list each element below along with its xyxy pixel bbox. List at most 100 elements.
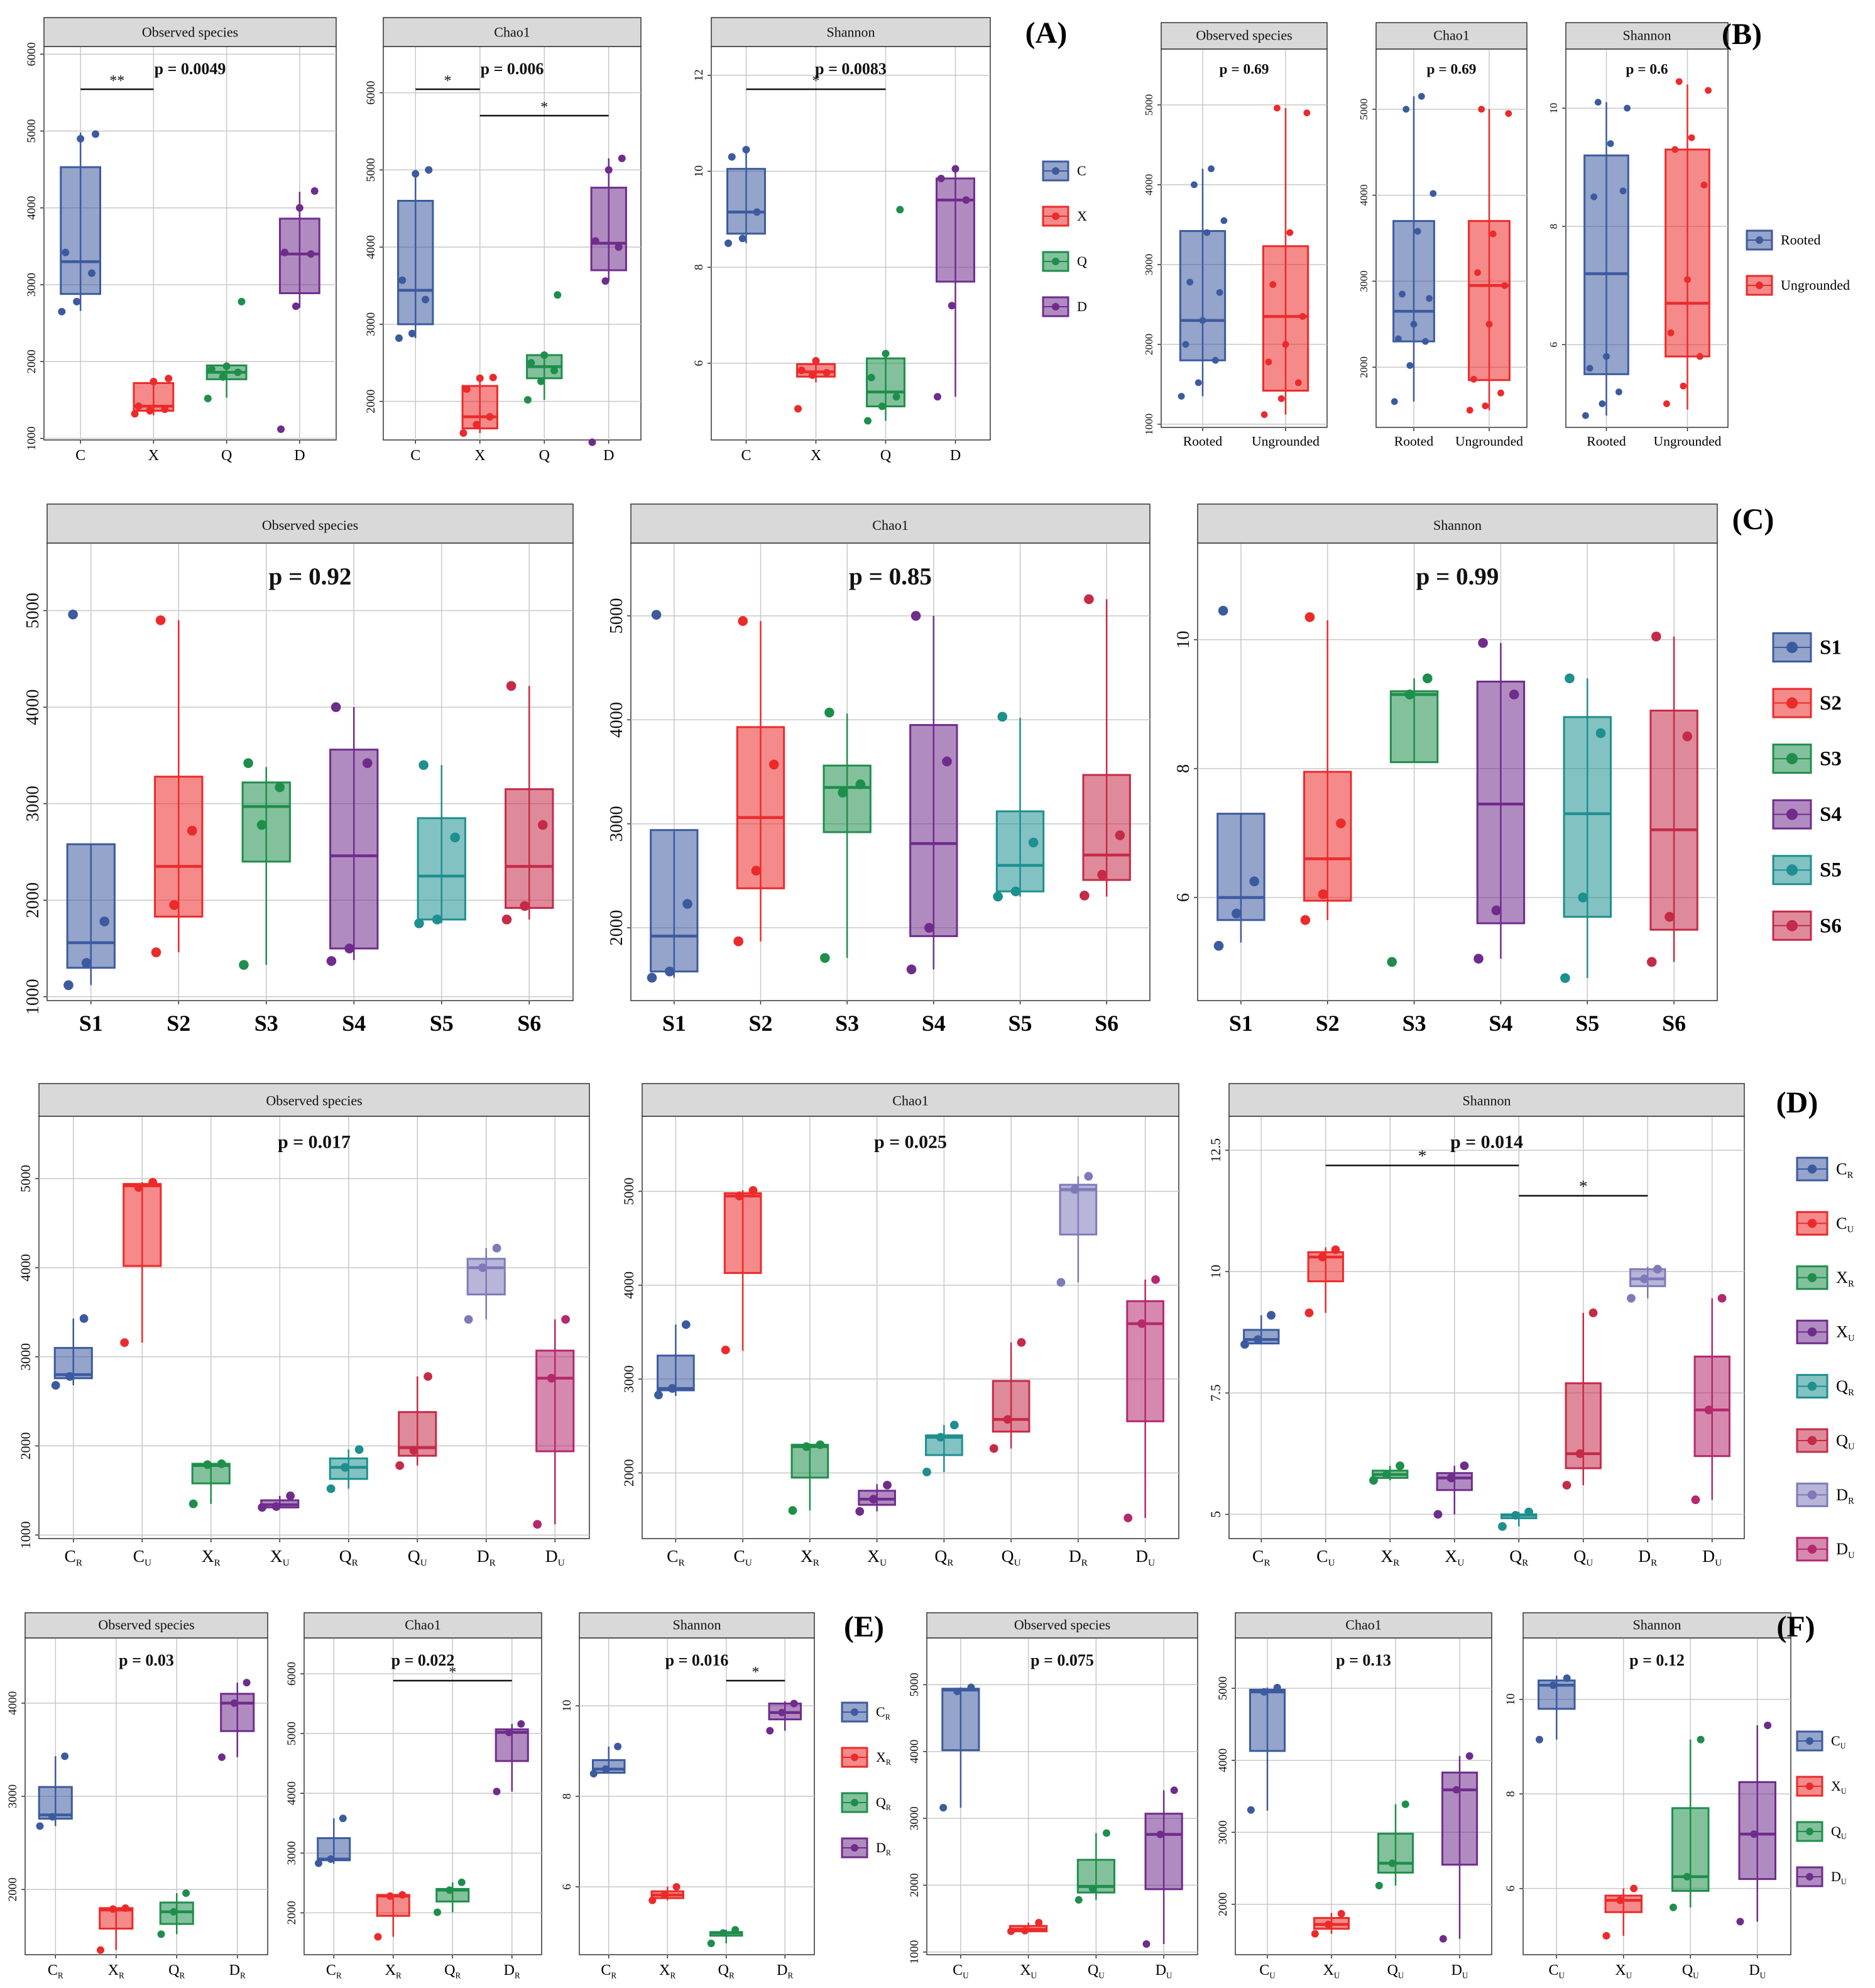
data-point [1489, 230, 1497, 238]
data-point [277, 425, 285, 433]
panel-F-chao1-chart: Chao1 p = 0.13 2000 3000 4000 5000 CU XU QU DU [1216, 1612, 1492, 1980]
data-point [1401, 1800, 1409, 1808]
data-point [398, 276, 407, 284]
y-tick-label: 1000 [908, 1940, 921, 1964]
strip-header [303, 1612, 542, 1639]
box-X_R [1369, 1461, 1409, 1485]
data-point [1402, 106, 1410, 113]
data-point [1501, 282, 1509, 289]
box-body [417, 817, 466, 921]
box-X_R [189, 1459, 231, 1508]
data-point [239, 960, 249, 970]
data-point [824, 707, 834, 718]
box-D [277, 187, 320, 433]
box-S6 [1080, 594, 1131, 901]
y-tick-label: 4000 [25, 196, 38, 220]
strip-title: Shannon [1433, 517, 1482, 533]
data-point [1595, 728, 1606, 739]
strip-header [1235, 1612, 1492, 1639]
strip-title: Chao1 [892, 1092, 928, 1108]
legend-label: C [1077, 163, 1086, 178]
data-point [1028, 837, 1039, 848]
panel-D-observed-species-chart: Observed species p = 0.017 1000 2000 3000 400… [18, 1083, 590, 1568]
x-tick-label: X [148, 448, 159, 464]
data-point [1311, 1930, 1319, 1938]
data-point [948, 302, 956, 310]
data-point [1478, 106, 1485, 113]
data-point [707, 1940, 715, 1947]
data-point [1764, 1722, 1772, 1730]
data-point [733, 936, 743, 947]
data-point [271, 1502, 281, 1511]
data-point [802, 1442, 811, 1451]
x-tick-label: XU [1323, 1962, 1340, 1980]
data-point [203, 1460, 212, 1469]
legend-label: S2 [1820, 692, 1842, 715]
plot-area [1228, 1116, 1745, 1539]
box-S4 [326, 702, 379, 966]
data-point [1549, 1681, 1557, 1689]
data-point [604, 166, 613, 174]
box-body [1468, 220, 1511, 382]
x-tick-label: S4 [922, 1011, 946, 1036]
box-Q [523, 291, 563, 404]
data-point [1186, 278, 1194, 286]
data-point [1705, 87, 1712, 94]
box-Q_U [1074, 1829, 1115, 1904]
y-tick-label: 3000 [285, 1841, 298, 1865]
data-point [1304, 1308, 1314, 1317]
box-body [329, 749, 379, 950]
legend-key-dot [1756, 282, 1763, 289]
legend-label: XU [1836, 1322, 1855, 1344]
significance-stars: * [1579, 1177, 1588, 1196]
p-value-label: p = 0.0083 [815, 60, 887, 78]
data-point [1560, 973, 1570, 983]
legend-label: D [1077, 299, 1087, 314]
box-body [397, 199, 434, 326]
box-body [38, 1786, 73, 1820]
data-point [1653, 1265, 1662, 1274]
box-D_U [1691, 1293, 1730, 1505]
data-point [36, 1822, 44, 1830]
data-point [1665, 911, 1675, 922]
strip-header [1375, 22, 1528, 50]
y-tick-label: 2000 [364, 390, 378, 414]
data-point [310, 187, 319, 195]
data-point [1211, 356, 1219, 364]
box-body [1144, 1813, 1183, 1891]
data-point [618, 154, 626, 162]
y-tick-label: 3000 [607, 806, 626, 842]
x-tick-label: Rooted [1394, 434, 1434, 449]
y-tick-label: 3000 [1216, 1820, 1230, 1844]
data-point [1240, 1340, 1249, 1349]
y-tick-label: 5 [1208, 1511, 1223, 1518]
data-point [721, 1345, 730, 1354]
legend-label: CU [1836, 1214, 1854, 1235]
data-point [523, 396, 532, 404]
data-point [165, 375, 173, 383]
data-point [1426, 295, 1433, 302]
strip-header [711, 17, 991, 47]
legend-key-dot [1052, 212, 1059, 220]
x-tick-label: S4 [1489, 1011, 1512, 1036]
box-body [466, 1258, 506, 1296]
box-S4 [906, 611, 958, 975]
data-point [182, 1889, 190, 1897]
x-tick-label: DR [229, 1962, 246, 1980]
box-body [941, 1688, 980, 1752]
data-point [823, 369, 831, 377]
legend-key-dot [851, 1844, 858, 1852]
legend-key-dot [1786, 697, 1798, 709]
y-tick-label: 4000 [621, 1271, 637, 1299]
data-point [540, 351, 549, 359]
x-tick-label: CR [667, 1546, 685, 1568]
data-point [1123, 1513, 1133, 1523]
x-tick-label: CR [326, 1962, 342, 1980]
y-tick-label: 7.5 [1208, 1385, 1223, 1402]
y-tick-label: 5000 [18, 1165, 33, 1192]
y-tick-label: 6 [560, 1884, 574, 1890]
legend-key-dot [1052, 303, 1059, 310]
data-point [1588, 1308, 1598, 1317]
data-point [462, 385, 471, 393]
x-tick-label: CU [1316, 1546, 1335, 1568]
